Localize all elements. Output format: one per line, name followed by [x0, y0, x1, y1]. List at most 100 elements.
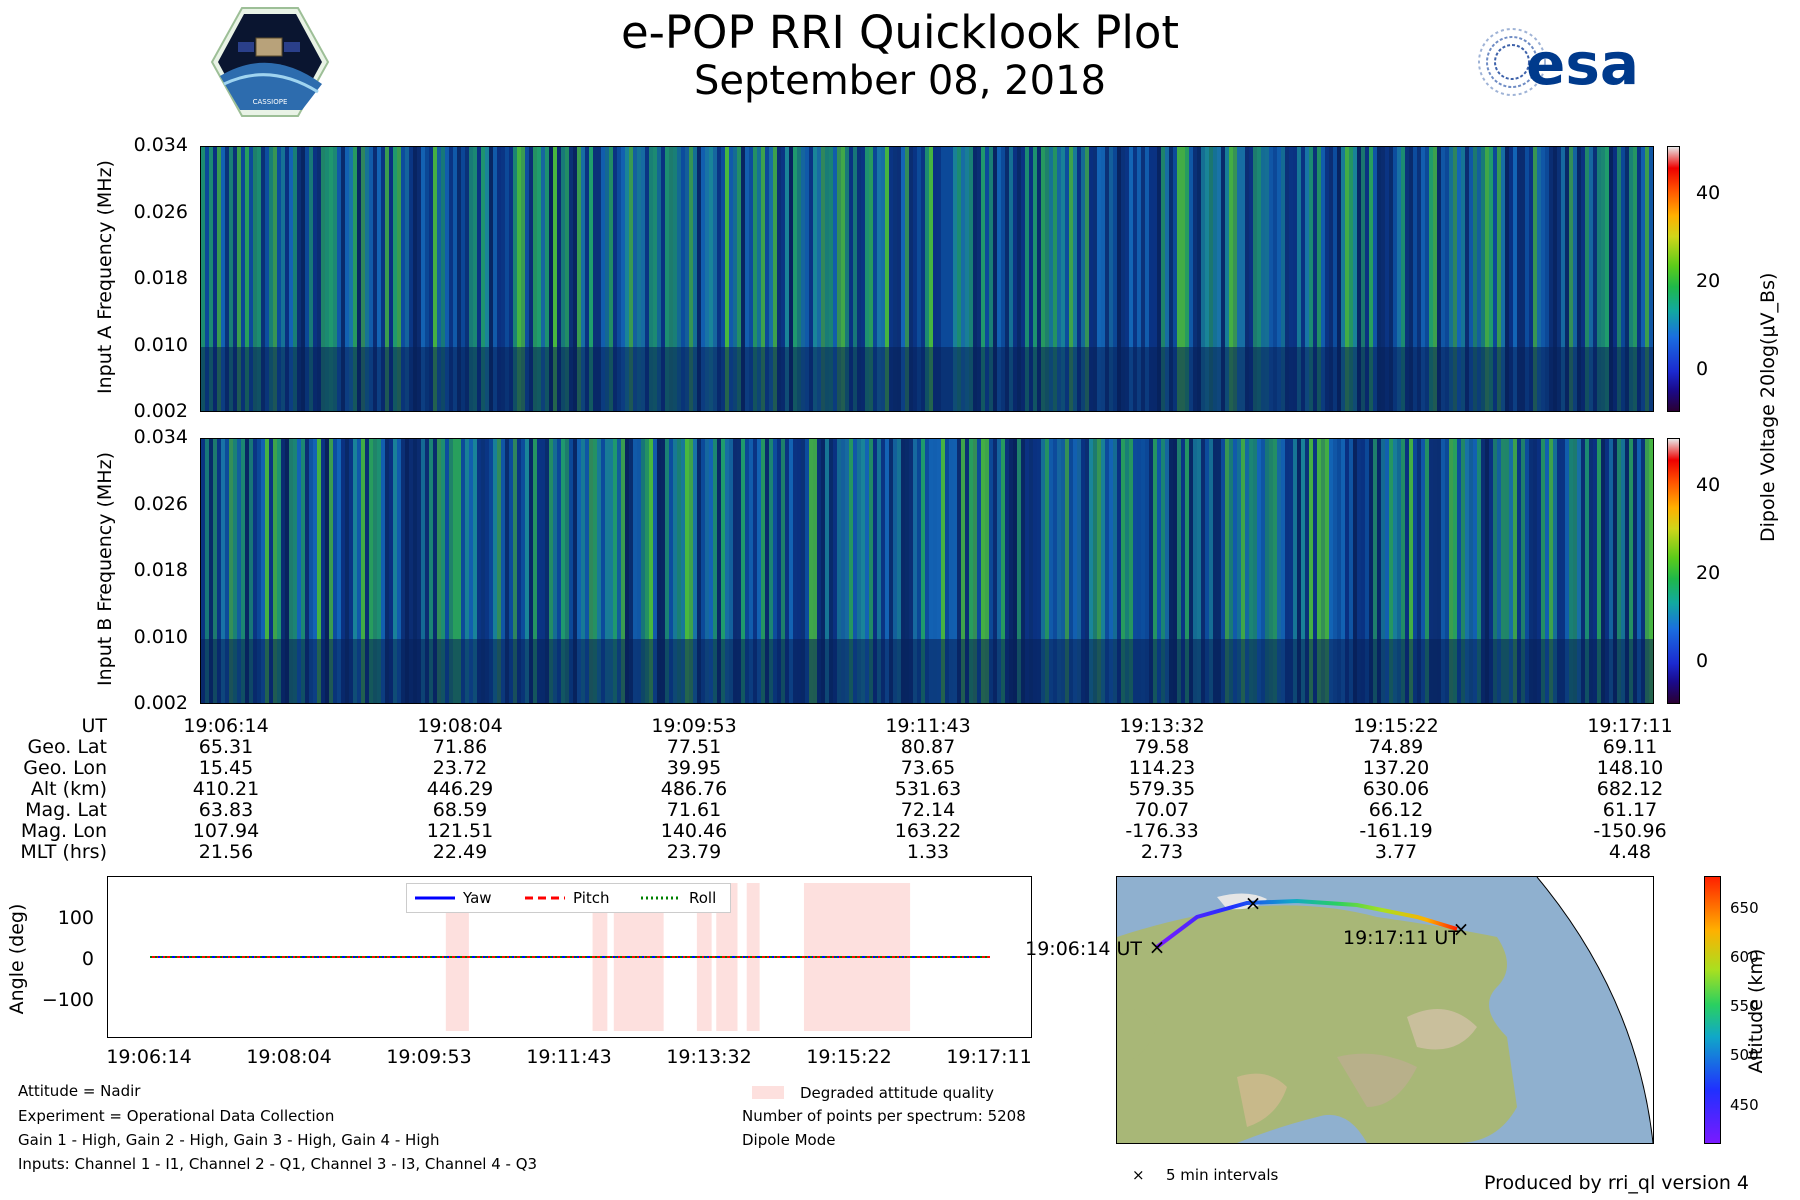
spectrogram-column [1417, 439, 1421, 703]
spectrogram-column [269, 439, 273, 703]
spectrogram-column [1385, 439, 1389, 703]
spectrogram-column [1329, 147, 1333, 411]
spectrogram-column [949, 147, 953, 411]
spectrogram-column [889, 439, 893, 703]
altitude-tick: 500 [1730, 1046, 1759, 1065]
spectrogram-column [621, 147, 625, 411]
note-gains: Gain 1 - High, Gain 2 - High, Gain 3 - H… [18, 1131, 440, 1149]
spectrogram-column [1441, 439, 1445, 703]
spectrogram-column [1413, 439, 1417, 703]
spectrogram-column [1285, 147, 1289, 411]
spectrogram-column [1265, 147, 1269, 411]
spectrogram-column [1425, 147, 1429, 411]
spectrogram-column [981, 147, 985, 411]
spectrogram-column [201, 147, 205, 411]
spectrogram-column [1321, 439, 1325, 703]
spectrogram-column [661, 147, 665, 411]
spectrogram-column [377, 147, 381, 411]
spectrogram-column [297, 439, 301, 703]
spectrogram-column [317, 147, 321, 411]
spectrogram-column [481, 439, 485, 703]
spectrogram-column [1005, 147, 1009, 411]
spectrogram-column [993, 439, 997, 703]
spectrogram-column [601, 147, 605, 411]
spectrogram-column [1357, 439, 1361, 703]
spectrogram-column [605, 439, 609, 703]
spectrogram-column [1245, 147, 1249, 411]
spectrogram-column [813, 147, 817, 411]
spectrogram-column [537, 147, 541, 411]
spectrogram-column [913, 439, 917, 703]
ephemeris-label-3: Alt (km) [30, 778, 107, 800]
spectrogram-column [1521, 147, 1525, 411]
spectrogram-column [1285, 439, 1289, 703]
spectrogram-column [721, 147, 725, 411]
spectrogram-column [1465, 147, 1469, 411]
spectrogram-column [337, 439, 341, 703]
ephemeris-label-1: Geo. Lat [27, 736, 107, 758]
spectrogram-column [661, 439, 665, 703]
spectrogram-column [1361, 147, 1365, 411]
spectrogram-column [653, 147, 657, 411]
spectrogram-column [629, 439, 633, 703]
spectrogram-column [1101, 439, 1105, 703]
att-ytick-100: 100 [57, 907, 94, 929]
spectrogram-column [705, 147, 709, 411]
spectrogram-column [1301, 439, 1305, 703]
att-xtick: 19:11:43 [526, 1046, 612, 1068]
ephemeris-cell: 77.51 [666, 736, 722, 758]
spectrogram-column [305, 439, 309, 703]
note-experiment: Experiment = Operational Data Collection [18, 1107, 335, 1125]
spectrogram-column [857, 147, 861, 411]
spectrogram-column [781, 147, 785, 411]
ytick-b-4: 0.002 [133, 692, 188, 714]
spectrogram-column [1113, 439, 1117, 703]
ephemeris-cell: 3.77 [1374, 841, 1418, 863]
spectrogram-column [933, 147, 937, 411]
spectrogram-column [617, 439, 621, 703]
ephemeris-cell: 19:13:32 [1119, 715, 1205, 737]
spectrogram-column [1629, 439, 1633, 703]
ephemeris-cell: 71.86 [432, 736, 488, 758]
spectrogram-column [1117, 147, 1121, 411]
spectrogram-column [345, 439, 349, 703]
spectrogram-column [585, 147, 589, 411]
spectrogram-column [553, 439, 557, 703]
spectrogram-column [541, 439, 545, 703]
spectrogram-column [565, 439, 569, 703]
ephemeris-cell: 579.35 [1128, 778, 1196, 800]
spectrogram-column [1049, 439, 1053, 703]
spectrogram-column [229, 439, 233, 703]
spectrogram-column [1409, 439, 1413, 703]
spectrogram-column [205, 147, 209, 411]
spectrogram-column [777, 147, 781, 411]
spectrogram-column [901, 439, 905, 703]
spectrogram-column [865, 439, 869, 703]
spectrogram-column [1481, 439, 1485, 703]
spectrogram-column [1433, 439, 1437, 703]
spectrogram-column [1017, 147, 1021, 411]
spectrogram-column [809, 147, 813, 411]
spectrogram-column [569, 439, 573, 703]
spectrogram-column [881, 147, 885, 411]
spectrogram-column [713, 147, 717, 411]
spectrogram-column [969, 147, 973, 411]
spectrogram-column [909, 147, 913, 411]
spectrogram-column [1533, 439, 1537, 703]
spectrogram-column [837, 439, 841, 703]
spectrogram-column [957, 439, 961, 703]
spectrogram-column [1557, 439, 1561, 703]
spectrogram-column [805, 439, 809, 703]
spectrogram-column [909, 439, 913, 703]
spectrogram-column [597, 439, 601, 703]
spectrogram-column [877, 439, 881, 703]
spectrogram-column [737, 147, 741, 411]
spectrogram-column [1301, 147, 1305, 411]
spectrogram-column [1001, 439, 1005, 703]
spectrogram-column [1209, 147, 1213, 411]
ephemeris-cell: 410.21 [192, 778, 260, 800]
cbar-b-tick-0: 0 [1696, 650, 1709, 672]
spectrogram-column [1365, 439, 1369, 703]
degraded-legend-swatch [752, 1086, 784, 1099]
spectrogram-column [741, 147, 745, 411]
